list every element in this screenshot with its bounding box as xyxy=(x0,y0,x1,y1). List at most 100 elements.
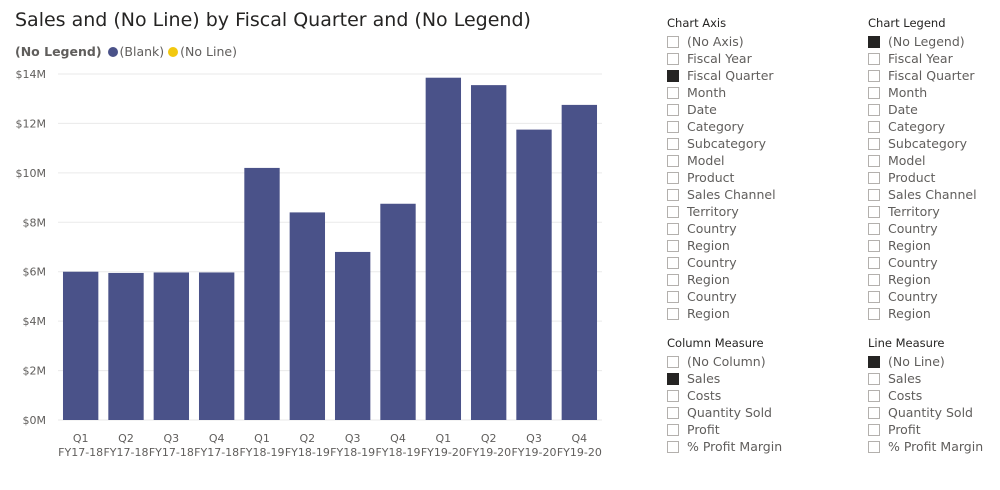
slicer-option[interactable]: Country xyxy=(868,220,977,237)
bar[interactable] xyxy=(153,272,190,420)
bar[interactable] xyxy=(470,85,507,420)
checkbox-icon[interactable] xyxy=(667,406,679,419)
bar[interactable] xyxy=(289,212,326,420)
checkbox-icon[interactable] xyxy=(667,188,679,201)
slicer-option[interactable]: Sales Channel xyxy=(667,186,776,203)
slicer-option[interactable]: Country xyxy=(667,254,776,271)
checkbox-icon[interactable] xyxy=(868,440,880,453)
slicer-option[interactable]: Product xyxy=(667,169,776,186)
checkbox-icon[interactable] xyxy=(868,239,880,252)
checkbox-icon[interactable] xyxy=(667,154,679,167)
slicer-option[interactable]: Fiscal Quarter xyxy=(868,67,977,84)
checkbox-icon[interactable] xyxy=(868,372,880,385)
slicer-option[interactable]: Category xyxy=(667,118,776,135)
checkbox-checked-icon[interactable] xyxy=(868,355,880,368)
slicer-option[interactable]: Costs xyxy=(868,387,983,404)
slicer-option[interactable]: (No Axis) xyxy=(667,33,776,50)
slicer-option[interactable]: Country xyxy=(868,254,977,271)
checkbox-icon[interactable] xyxy=(667,35,679,48)
checkbox-icon[interactable] xyxy=(868,290,880,303)
slicer-option[interactable]: Fiscal Year xyxy=(667,50,776,67)
checkbox-icon[interactable] xyxy=(868,205,880,218)
slicer-option[interactable]: Country xyxy=(667,220,776,237)
checkbox-icon[interactable] xyxy=(667,290,679,303)
bar[interactable] xyxy=(380,203,416,420)
slicer-option[interactable]: Profit xyxy=(667,421,782,438)
legend-item-blank[interactable]: (Blank) xyxy=(107,44,164,59)
bar[interactable] xyxy=(561,104,598,421)
checkbox-icon[interactable] xyxy=(667,120,679,133)
slicer-option[interactable]: Product xyxy=(868,169,977,186)
checkbox-icon[interactable] xyxy=(868,52,880,65)
slicer-option[interactable]: Costs xyxy=(667,387,782,404)
checkbox-icon[interactable] xyxy=(868,137,880,150)
slicer-option[interactable]: Territory xyxy=(667,203,776,220)
checkbox-icon[interactable] xyxy=(667,239,679,252)
slicer-option[interactable]: Category xyxy=(868,118,977,135)
checkbox-icon[interactable] xyxy=(667,171,679,184)
slicer-option[interactable]: Fiscal Quarter xyxy=(667,67,776,84)
checkbox-icon[interactable] xyxy=(667,423,679,436)
slicer-option[interactable]: Region xyxy=(667,271,776,288)
slicer-option[interactable]: Region xyxy=(868,271,977,288)
slicer-option[interactable]: Date xyxy=(667,101,776,118)
checkbox-icon[interactable] xyxy=(667,137,679,150)
slicer-option[interactable]: Country xyxy=(868,288,977,305)
checkbox-icon[interactable] xyxy=(667,307,679,320)
bar[interactable] xyxy=(108,272,144,420)
slicer-option[interactable]: Model xyxy=(868,152,977,169)
checkbox-icon[interactable] xyxy=(868,154,880,167)
slicer-option[interactable]: Region xyxy=(667,237,776,254)
checkbox-icon[interactable] xyxy=(667,222,679,235)
checkbox-icon[interactable] xyxy=(868,86,880,99)
bar[interactable] xyxy=(244,167,280,420)
checkbox-icon[interactable] xyxy=(868,273,880,286)
slicer-option[interactable]: Fiscal Year xyxy=(868,50,977,67)
checkbox-icon[interactable] xyxy=(667,355,679,368)
bar[interactable] xyxy=(62,271,99,420)
checkbox-checked-icon[interactable] xyxy=(667,69,679,82)
checkbox-icon[interactable] xyxy=(667,103,679,116)
checkbox-icon[interactable] xyxy=(667,440,679,453)
slicer-option[interactable]: Sales xyxy=(667,370,782,387)
checkbox-icon[interactable] xyxy=(868,222,880,235)
slicer-option[interactable]: Territory xyxy=(868,203,977,220)
slicer-option[interactable]: (No Line) xyxy=(868,353,983,370)
slicer-option[interactable]: Month xyxy=(868,84,977,101)
slicer-option[interactable]: Sales xyxy=(868,370,983,387)
slicer-option[interactable]: Quantity Sold xyxy=(667,404,782,421)
checkbox-icon[interactable] xyxy=(868,389,880,402)
slicer-option[interactable]: Sales Channel xyxy=(868,186,977,203)
bar[interactable] xyxy=(516,129,552,420)
checkbox-icon[interactable] xyxy=(667,256,679,269)
checkbox-icon[interactable] xyxy=(667,389,679,402)
checkbox-icon[interactable] xyxy=(667,52,679,65)
slicer-option[interactable]: Region xyxy=(667,305,776,322)
slicer-option[interactable]: Region xyxy=(868,237,977,254)
slicer-option[interactable]: Subcategory xyxy=(868,135,977,152)
slicer-option[interactable]: % Profit Margin xyxy=(868,438,983,455)
checkbox-icon[interactable] xyxy=(868,171,880,184)
slicer-option[interactable]: (No Column) xyxy=(667,353,782,370)
slicer-option[interactable]: (No Legend) xyxy=(868,33,977,50)
slicer-option[interactable]: Model xyxy=(667,152,776,169)
checkbox-icon[interactable] xyxy=(868,423,880,436)
checkbox-icon[interactable] xyxy=(667,86,679,99)
legend-item-no-line[interactable]: (No Line) xyxy=(168,44,237,59)
slicer-option[interactable]: Month xyxy=(667,84,776,101)
checkbox-icon[interactable] xyxy=(667,205,679,218)
slicer-option[interactable]: Date xyxy=(868,101,977,118)
checkbox-icon[interactable] xyxy=(868,307,880,320)
slicer-option[interactable]: Country xyxy=(667,288,776,305)
checkbox-icon[interactable] xyxy=(868,69,880,82)
checkbox-checked-icon[interactable] xyxy=(667,372,679,385)
checkbox-icon[interactable] xyxy=(868,406,880,419)
bar[interactable] xyxy=(425,77,462,420)
checkbox-icon[interactable] xyxy=(667,273,679,286)
slicer-option[interactable]: % Profit Margin xyxy=(667,438,782,455)
checkbox-icon[interactable] xyxy=(868,188,880,201)
bar[interactable] xyxy=(198,272,235,420)
slicer-option[interactable]: Region xyxy=(868,305,977,322)
checkbox-icon[interactable] xyxy=(868,256,880,269)
checkbox-icon[interactable] xyxy=(868,103,880,116)
